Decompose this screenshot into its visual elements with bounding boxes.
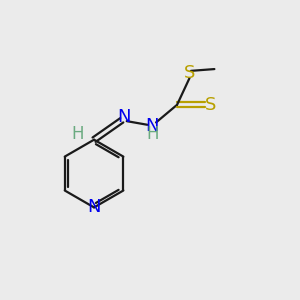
Text: S: S bbox=[184, 64, 195, 82]
Text: H: H bbox=[72, 125, 84, 143]
Text: N: N bbox=[146, 117, 159, 135]
Text: H: H bbox=[147, 125, 159, 143]
Text: S: S bbox=[205, 96, 216, 114]
Text: N: N bbox=[87, 198, 101, 216]
Text: N: N bbox=[117, 108, 131, 126]
